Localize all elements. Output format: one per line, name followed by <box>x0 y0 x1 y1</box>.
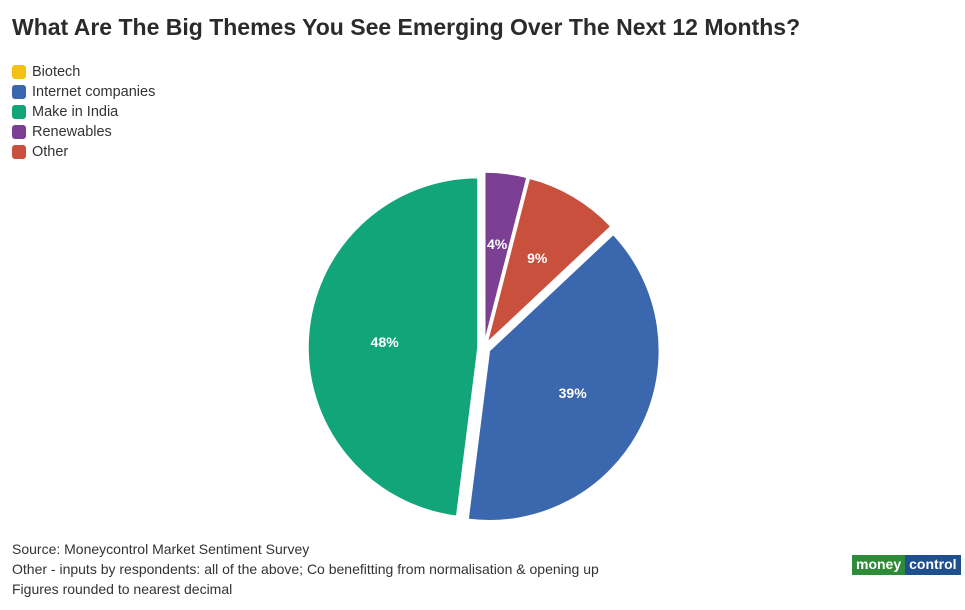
pie-slice-internet-companies[interactable] <box>467 233 661 522</box>
source-note: Source: Moneycontrol Market Sentiment Su… <box>12 541 310 557</box>
legend-label-other: Other <box>32 144 69 160</box>
legend-swatch-other <box>12 145 26 159</box>
legend-item-internet-companies[interactable]: Internet companies <box>12 82 155 102</box>
rounding-note: Figures rounded to nearest decimal <box>12 581 233 597</box>
legend-label-biotech: Biotech <box>32 64 81 80</box>
pie-slice-renewables[interactable] <box>484 171 528 343</box>
logo-part-control: control <box>905 555 961 575</box>
legend-label-renewables: Renewables <box>32 124 112 140</box>
legend-swatch-internet-companies <box>12 85 26 99</box>
pie-chart: 4% 9% 39% 48% <box>307 171 661 522</box>
pie-slice-other[interactable] <box>486 177 612 344</box>
legend: Biotech Internet companies Make in India… <box>12 62 155 162</box>
moneycontrol-logo: money control <box>852 555 961 575</box>
slice-label-other: 9% <box>527 250 548 266</box>
legend-swatch-biotech <box>12 65 26 79</box>
footer-notes: Source: Moneycontrol Market Sentiment Su… <box>12 539 599 599</box>
legend-item-other[interactable]: Other <box>12 142 155 162</box>
slice-label-internet-companies: 39% <box>559 385 588 401</box>
legend-label-internet-companies: Internet companies <box>32 84 156 100</box>
legend-swatch-renewables <box>12 125 26 139</box>
pie-slice-make-in-india[interactable] <box>307 176 479 518</box>
legend-swatch-make-in-india <box>12 105 26 119</box>
chart-title: What Are The Big Themes You See Emerging… <box>12 14 801 40</box>
legend-item-make-in-india[interactable]: Make in India <box>12 102 155 122</box>
other-note: Other - inputs by respondents: all of th… <box>12 561 599 577</box>
legend-label-make-in-india: Make in India <box>32 104 119 120</box>
slice-label-make-in-india: 48% <box>371 334 400 350</box>
logo-part-money: money <box>852 555 906 575</box>
slice-label-renewables: 4% <box>487 236 508 252</box>
legend-item-renewables[interactable]: Renewables <box>12 122 155 142</box>
legend-item-biotech[interactable]: Biotech <box>12 62 155 82</box>
